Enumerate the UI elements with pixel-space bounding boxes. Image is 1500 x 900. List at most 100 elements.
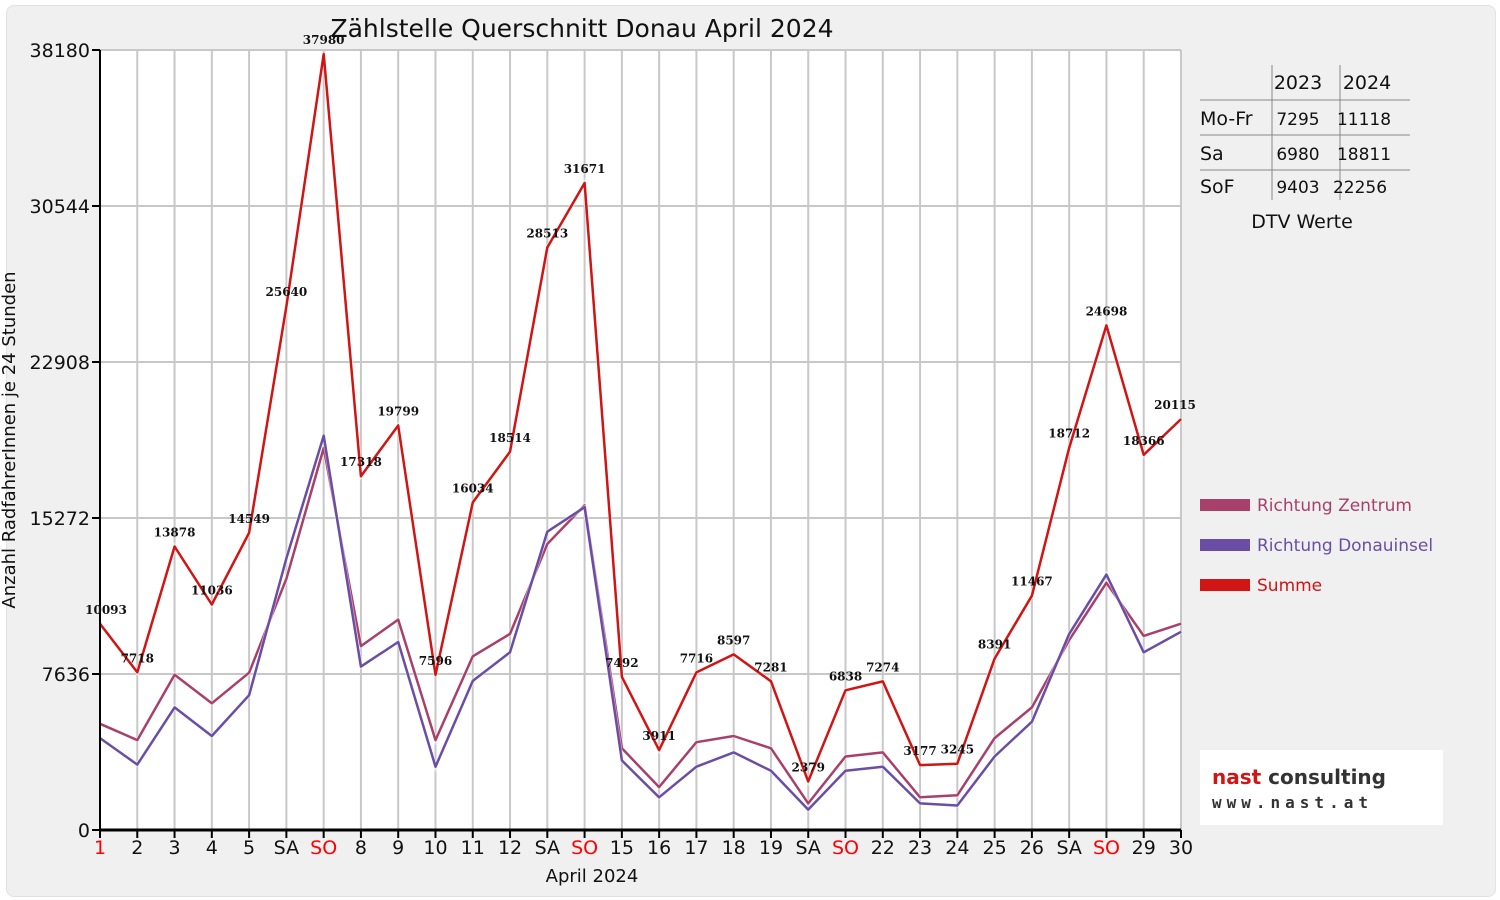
data-label: 28513 (526, 226, 568, 240)
y-tick-label: 7636 (42, 664, 90, 686)
x-tick-label: SA (1056, 837, 1081, 859)
x-tick-label: 15 (610, 837, 634, 859)
legend-swatch-summe (1200, 579, 1250, 591)
x-tick-label: SO (832, 837, 859, 859)
x-tick-label: 26 (1020, 837, 1044, 859)
dtv-header-2023: 2023 (1274, 72, 1322, 94)
y-tick-labels: 0 7636 15272 22908 30544 38180 (30, 40, 90, 842)
x-tick-label: 11 (461, 837, 485, 859)
logo-text: nast consulting (1212, 765, 1386, 789)
x-tick-labels: 1 2 3 4 5 SA SO 8 9 10 11 12 SA SO 15 16 17 18 19 SA SO 22 23 2… (94, 837, 1193, 859)
x-tick-label: 17 (684, 837, 708, 859)
x-tick-label: SA (535, 837, 560, 859)
data-label: 7718 (121, 651, 154, 665)
x-tick-label: 24 (945, 837, 969, 859)
series-line-1 (99, 446, 1182, 805)
data-labels: 10093 7718 13878 11036 14549 25640 37980 17318 1… (85, 33, 1196, 774)
y-tick-label: 0 (78, 820, 90, 842)
x-tick-label: 25 (983, 837, 1007, 859)
dtv-header-2024: 2024 (1343, 72, 1391, 94)
x-tick-label: 5 (243, 837, 255, 859)
dtv-row-label: Mo-Fr (1200, 108, 1253, 130)
x-tick-label: 1 (94, 837, 106, 859)
dtv-cell: 11118 (1337, 110, 1391, 130)
data-label: 18366 (1123, 434, 1165, 448)
legend-swatch-zentrum (1200, 499, 1250, 511)
x-tick-label: 8 (355, 837, 367, 859)
data-label: 7596 (419, 654, 452, 668)
x-tick-label: 19 (759, 837, 783, 859)
legend: Richtung Zentrum Richtung Donauinsel Sum… (1200, 496, 1433, 596)
x-tick-label: 9 (392, 837, 404, 859)
data-label: 18712 (1048, 427, 1090, 441)
data-label: 19799 (377, 405, 419, 419)
data-label: 7281 (754, 660, 787, 674)
dtv-cell: 6980 (1276, 145, 1319, 165)
data-label: 8597 (717, 633, 750, 647)
logo-line1-rest: consulting (1268, 765, 1386, 789)
series-line-2 (99, 434, 1182, 811)
x-tick-label: 3 (169, 837, 181, 859)
data-label: 3911 (642, 729, 675, 743)
x-tick-label: 16 (647, 837, 671, 859)
data-label: 11467 (1011, 575, 1053, 589)
data-label: 2379 (792, 760, 825, 774)
data-label: 31671 (564, 162, 606, 176)
x-tick-label: 12 (498, 837, 522, 859)
x-tick-label: 29 (1132, 837, 1156, 859)
legend-swatch-donauinsel (1200, 539, 1250, 551)
logo-url: www.nast.at (1212, 793, 1373, 812)
data-label: 18514 (489, 431, 531, 445)
x-tick-label: 22 (871, 837, 895, 859)
x-tick-label: SO (310, 837, 337, 859)
plot-area (100, 50, 1181, 830)
dtv-row-label: Sa (1200, 143, 1224, 165)
dtv-row-label: SoF (1200, 176, 1235, 198)
legend-label-donauinsel: Richtung Donauinsel (1257, 536, 1433, 556)
y-tick-label: 22908 (30, 352, 90, 374)
grid (100, 49, 1182, 830)
legend-label-summe: Summe (1257, 576, 1322, 596)
data-label: 16034 (452, 481, 494, 495)
logo-line1: nast (1212, 765, 1268, 789)
data-label: 20115 (1154, 398, 1196, 412)
x-tick-label: SA (796, 837, 821, 859)
y-tick-label: 38180 (30, 40, 90, 62)
data-label: 7492 (605, 656, 638, 670)
data-label: 14549 (228, 512, 270, 526)
data-label: 6838 (829, 669, 862, 683)
dtv-cell: 18811 (1337, 145, 1391, 165)
x-tick-label: 18 (722, 837, 746, 859)
y-axis-title: Anzahl RadfahrerInnen je 24 Stunden (0, 271, 20, 608)
axes (92, 49, 1182, 838)
x-tick-label: SA (274, 837, 299, 859)
dtv-cell: 9403 (1276, 178, 1319, 198)
data-label: 37980 (303, 33, 345, 47)
x-tick-label: SO (571, 837, 598, 859)
data-label: 24698 (1086, 304, 1128, 318)
data-label: 25640 (266, 285, 308, 299)
data-label: 10093 (85, 603, 127, 617)
series-layer (98, 52, 1183, 813)
y-tick-label: 30544 (30, 196, 90, 218)
y-tick-label: 15272 (30, 508, 90, 530)
dtv-table: 2023 2024 Mo-Fr 7295 11118 Sa 6980 18811… (1200, 65, 1410, 233)
dtv-cell: 22256 (1333, 178, 1387, 198)
x-tick-label: 30 (1169, 837, 1193, 859)
chart-title: Zählstelle Querschnitt Donau April 2024 (330, 14, 833, 43)
data-label: 7274 (866, 660, 899, 674)
x-tick-label: 23 (908, 837, 932, 859)
data-label: 17318 (340, 455, 382, 469)
legend-label-zentrum: Richtung Zentrum (1257, 496, 1412, 516)
nast-logo: nast consulting www.nast.at (1200, 750, 1443, 825)
x-tick-label: SO (1093, 837, 1120, 859)
data-label: 3177 (903, 744, 936, 758)
dtv-cell: 7295 (1276, 110, 1319, 130)
data-label: 8391 (978, 638, 1011, 652)
x-axis-title: April 2024 (546, 866, 639, 887)
x-tick-label: 2 (131, 837, 143, 859)
series-line-3 (99, 52, 1182, 783)
data-label: 11036 (191, 584, 233, 598)
dtv-caption: DTV Werte (1251, 211, 1353, 233)
